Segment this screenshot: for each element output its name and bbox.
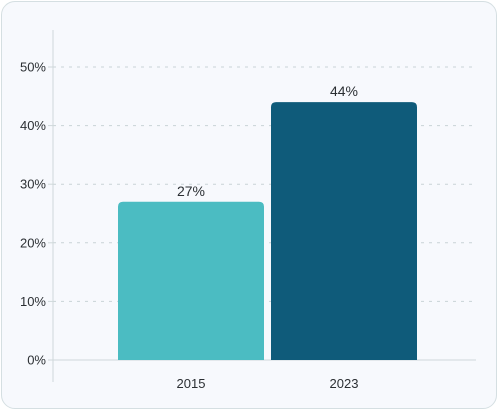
y-tick-label: 40%	[20, 118, 46, 133]
y-tick-label: 30%	[20, 177, 46, 192]
y-tick-label: 0%	[27, 353, 46, 368]
bars	[118, 102, 417, 360]
x-tick-label-2023: 2023	[330, 376, 359, 391]
y-tick-label: 20%	[20, 235, 46, 250]
y-tick-label: 10%	[20, 294, 46, 309]
bar-2023	[271, 102, 417, 360]
data-labels: 27% 44%	[177, 83, 358, 199]
data-label-2015: 27%	[177, 183, 205, 199]
y-tick-labels: 0% 10% 20% 30% 40% 50%	[20, 60, 46, 368]
x-tick-labels: 2015 2023	[177, 376, 359, 391]
y-tick-label: 50%	[20, 60, 46, 75]
bar-2015	[118, 201, 264, 360]
data-label-2023: 44%	[330, 83, 358, 99]
x-tick-label-2015: 2015	[177, 376, 206, 391]
